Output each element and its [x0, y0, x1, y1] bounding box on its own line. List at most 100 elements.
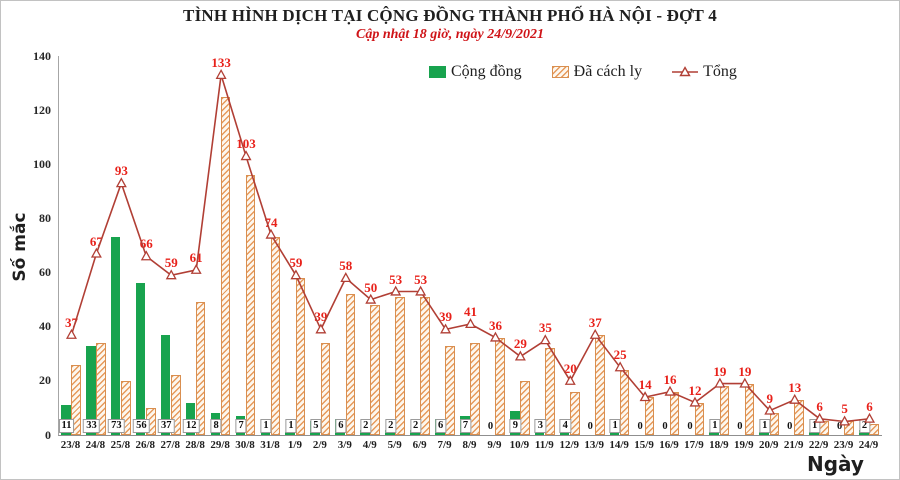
legend-item-isolated: Đã cách ly: [551, 63, 643, 81]
total-marker: [489, 331, 501, 342]
total-value-label: 50: [364, 279, 378, 295]
total-marker: [814, 412, 826, 423]
x-tick-label: 25/8: [110, 439, 131, 451]
x-tick-label: 28/8: [185, 439, 205, 451]
total-marker: [564, 374, 576, 385]
community-value-label: 5: [310, 419, 322, 433]
total-marker: [215, 69, 227, 79]
total-value-label: 6: [816, 398, 823, 414]
isolated-swatch-icon: [551, 66, 569, 78]
y-tick-label: 80: [39, 210, 51, 225]
y-tick-label: 140: [33, 48, 51, 63]
community-value-label: 0: [587, 421, 593, 432]
total-marker: [190, 263, 202, 274]
total-value-label: 59: [164, 255, 178, 271]
isolated-bar: [569, 391, 580, 435]
x-tick-label: 24/9: [858, 439, 879, 451]
community-bar: [759, 432, 769, 435]
isolated-bar: [470, 342, 480, 435]
community-value-label: 8: [210, 419, 222, 433]
total-marker: [440, 323, 452, 334]
x-tick-label: 29/8: [210, 439, 230, 451]
community-bar: [809, 432, 819, 435]
total-value-label: 29: [513, 336, 527, 352]
total-marker: [340, 272, 352, 283]
isolated-bar: [694, 402, 705, 435]
x-tick-label: 15/9: [634, 439, 654, 451]
community-bar: [285, 432, 296, 435]
total-value-label: 35: [538, 320, 552, 336]
total-marker: [390, 285, 402, 296]
x-tick-label: 23/8: [60, 439, 81, 451]
isolated-bar: [844, 421, 854, 435]
total-value-label: 133: [211, 54, 231, 70]
isolated-bar: [71, 364, 81, 435]
community-value-label: 0: [787, 421, 793, 432]
community-value-label: 56: [133, 419, 150, 433]
x-tick-label: 22/9: [808, 439, 829, 451]
community-value-label: 11: [58, 419, 75, 433]
community-value-label: 7: [459, 419, 472, 433]
community-value-label: 37: [158, 419, 175, 433]
total-value-label: 19: [738, 363, 752, 379]
x-tick-label: 1/9: [287, 439, 302, 451]
legend-label-total: Tổng: [703, 63, 737, 80]
total-value-label: 16: [663, 371, 677, 387]
community-value-label: 1: [260, 419, 272, 433]
total-marker: [415, 285, 427, 296]
community-value-label: 0: [637, 421, 643, 432]
x-tick-label: 17/9: [684, 439, 704, 451]
x-tick-label: 30/8: [235, 439, 255, 451]
total-marker: [864, 412, 876, 423]
community-bar: [160, 334, 171, 435]
total-marker: [365, 293, 377, 304]
total-marker: [589, 328, 601, 339]
x-tick-label: 18/9: [709, 439, 729, 451]
community-value-label: 1: [809, 419, 821, 433]
isolated-bar: [794, 399, 805, 435]
legend-label-isolated: Đã cách ly: [573, 63, 643, 80]
total-marker: [140, 250, 152, 261]
total-value-label: 39: [439, 309, 453, 325]
community-value-label: 1: [285, 419, 297, 433]
total-marker: [165, 269, 177, 280]
total-marker: [664, 385, 676, 396]
isolated-bar: [669, 391, 680, 435]
isolated-bar: [170, 375, 181, 435]
legend-item-total: Tổng: [672, 63, 737, 81]
total-value-label: 6: [866, 398, 873, 414]
community-bar: [709, 432, 720, 435]
total-value-label: 25: [613, 347, 627, 363]
x-tick-label: 24/8: [85, 439, 106, 451]
chart-subtitle: Cập nhật 18 giờ, ngày 24/9/2021: [356, 27, 544, 42]
x-tick-label: 5/9: [387, 439, 402, 451]
community-value-label: 0: [687, 421, 693, 432]
total-marker: [465, 318, 476, 329]
isolated-bar: [520, 380, 530, 435]
community-bar: [185, 402, 196, 435]
x-tick-label: 8/9: [462, 439, 477, 451]
total-marker: [240, 150, 252, 161]
x-tick-label: 14/9: [609, 439, 629, 451]
community-value-label: 6: [335, 419, 347, 433]
community-value-label: 0: [487, 421, 494, 432]
total-marker: [789, 393, 801, 404]
total-value-label: 58: [339, 257, 353, 273]
x-tick-label: 7/9: [437, 439, 452, 451]
x-tick-label: 11/9: [534, 439, 554, 451]
isolated-bar: [744, 383, 755, 435]
community-value-label: 7: [235, 419, 247, 433]
legend: Cộng đồng Đã cách ly Tổng: [429, 63, 737, 81]
y-tick-label: 100: [33, 156, 51, 171]
x-tick-label: 27/8: [160, 439, 180, 451]
isolated-bar: [395, 296, 405, 435]
y-tick-label: 120: [33, 102, 51, 117]
total-value-label: 53: [414, 271, 428, 287]
total-marker: [539, 334, 551, 345]
total-value-label: 14: [638, 377, 652, 393]
total-marker: [115, 177, 127, 188]
community-bar: [609, 432, 620, 435]
total-marker: [689, 396, 701, 407]
x-tick-label: 23/9: [833, 439, 854, 451]
y-tick-label: 40: [39, 319, 51, 334]
